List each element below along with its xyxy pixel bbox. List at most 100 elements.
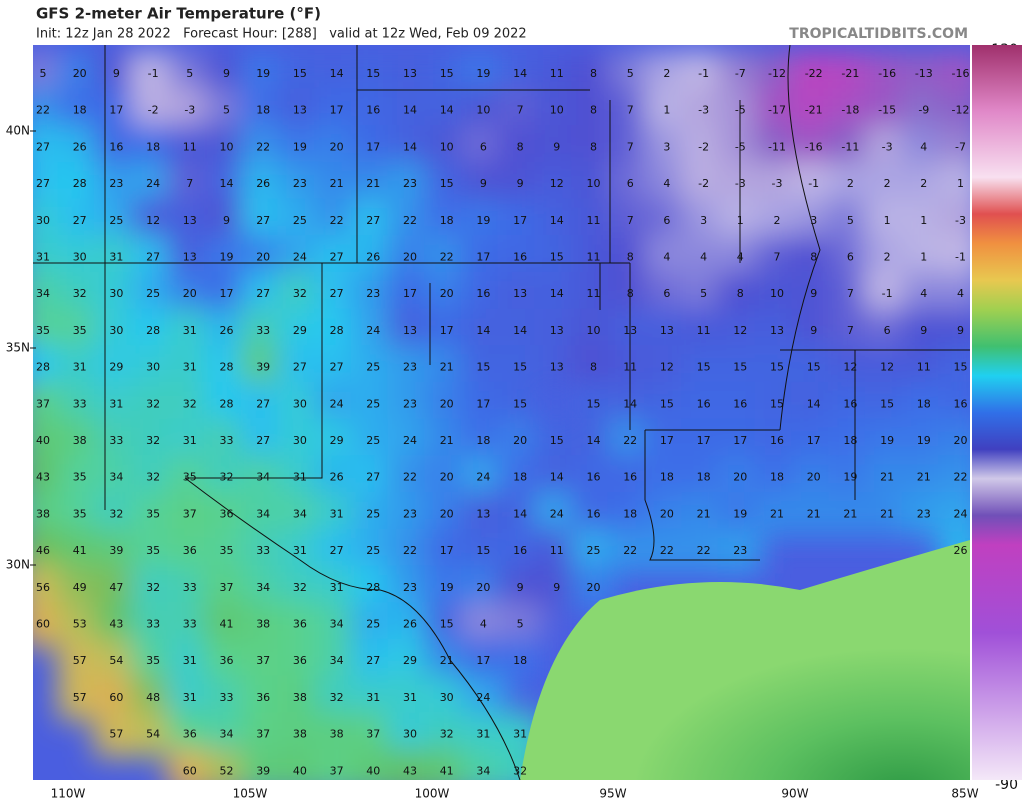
temperature-label: 22	[697, 544, 711, 557]
temperature-label: 40	[366, 764, 380, 777]
temperature-label: 41	[440, 764, 454, 777]
temperature-label: 21	[770, 507, 784, 520]
temperature-label: 14	[330, 67, 344, 80]
temperature-label: 12	[660, 361, 674, 374]
temperature-label: 7	[774, 251, 781, 264]
temperature-label: 54	[109, 654, 123, 667]
temperature-label: 57	[73, 691, 87, 704]
temperature-label: 33	[256, 544, 270, 557]
temperature-label: 25	[366, 618, 380, 631]
temperature-label: 28	[73, 177, 87, 190]
temperature-label: 7	[627, 104, 634, 117]
temperature-label: 7	[186, 177, 193, 190]
temperature-label: 16	[843, 397, 857, 410]
temperature-label: 27	[366, 471, 380, 484]
temperature-label: 32	[440, 728, 454, 741]
temperature-label: 17	[513, 214, 527, 227]
temperature-label: 17	[220, 287, 234, 300]
temperature-label: 21	[880, 471, 894, 484]
temperature-label: 21	[880, 507, 894, 520]
temperature-label: 17	[697, 434, 711, 447]
temperature-label: 22	[623, 434, 637, 447]
temperature-label: 33	[73, 397, 87, 410]
temperature-label: 10	[440, 140, 454, 153]
temperature-label: 13	[403, 67, 417, 80]
temperature-label: 7	[627, 214, 634, 227]
temperature-label: 16	[587, 507, 601, 520]
temperature-label: 27	[293, 361, 307, 374]
temperature-label: 27	[256, 214, 270, 227]
temperature-label: 30	[293, 397, 307, 410]
temperature-label: 36	[183, 544, 197, 557]
temperature-label: -3	[882, 140, 893, 153]
temperature-label: -1	[808, 177, 819, 190]
temperature-label: 3	[810, 214, 817, 227]
temperature-label: 18	[843, 434, 857, 447]
temperature-label: 18	[256, 104, 270, 117]
temperature-label: 4	[737, 251, 744, 264]
temperature-label: 27	[330, 544, 344, 557]
temperature-label: 31	[183, 361, 197, 374]
temperature-label: 23	[403, 581, 417, 594]
temperature-label: 21	[440, 361, 454, 374]
temperature-label: 29	[109, 361, 123, 374]
temperature-label: 18	[623, 507, 637, 520]
temperature-label: 27	[146, 251, 160, 264]
temperature-label: 18	[697, 471, 711, 484]
temperature-label: 2	[920, 177, 927, 190]
temperature-label: 29	[403, 654, 417, 667]
temperature-label: 24	[366, 324, 380, 337]
temperature-label: 20	[403, 251, 417, 264]
temperature-label: 1	[920, 251, 927, 264]
temperature-label: 5	[627, 67, 634, 80]
temperature-label: 33	[256, 324, 270, 337]
temperature-label: 19	[440, 581, 454, 594]
temperature-label: 23	[403, 507, 417, 520]
temperature-label: 23	[403, 397, 417, 410]
temperature-label: -17	[768, 104, 786, 117]
temperature-label: 15	[513, 397, 527, 410]
temperature-label: -1	[882, 287, 893, 300]
temperature-label: 28	[366, 581, 380, 594]
temperature-label: 22	[36, 104, 50, 117]
temperature-label: 16	[770, 434, 784, 447]
temperature-label: 35	[73, 471, 87, 484]
temperature-label: 35	[36, 324, 50, 337]
temperature-label: 8	[590, 104, 597, 117]
temperature-label: -11	[841, 140, 859, 153]
temperature-label: 15	[697, 361, 711, 374]
temperature-label: 11	[587, 214, 601, 227]
title: GFS 2-meter Air Temperature (°F)	[36, 5, 321, 23]
temperature-label: 27	[256, 287, 270, 300]
temperature-label: 25	[587, 544, 601, 557]
temperature-label: 49	[73, 581, 87, 594]
temperature-label: 24	[293, 251, 307, 264]
temperature-label: 16	[109, 140, 123, 153]
temperature-label: 27	[330, 251, 344, 264]
temperature-label: 15	[513, 361, 527, 374]
temperature-label: 31	[109, 251, 123, 264]
temperature-label: -1	[148, 67, 159, 80]
temperature-label: 39	[256, 361, 270, 374]
temperature-label: 9	[517, 177, 524, 190]
temperature-label: 37	[183, 507, 197, 520]
temperature-label: 10	[476, 104, 490, 117]
temperature-label: 15	[440, 618, 454, 631]
temperature-label: 32	[146, 397, 160, 410]
temperature-label: 4	[700, 251, 707, 264]
temperature-label: 9	[223, 214, 230, 227]
temperature-label: 21	[440, 434, 454, 447]
temperature-label: 10	[220, 140, 234, 153]
temperature-label: 30	[109, 324, 123, 337]
temperature-label: 16	[623, 471, 637, 484]
temperature-label: 32	[293, 581, 307, 594]
temperature-label: 17	[807, 434, 821, 447]
temperature-label: 25	[146, 287, 160, 300]
temperature-label: 36	[256, 691, 270, 704]
temperature-label: 24	[403, 434, 417, 447]
temperature-label: 4	[663, 251, 670, 264]
temperature-label: 16	[587, 471, 601, 484]
temperature-label: 30	[73, 251, 87, 264]
temperature-label: 32	[513, 764, 527, 777]
temperature-label: 16	[954, 397, 968, 410]
